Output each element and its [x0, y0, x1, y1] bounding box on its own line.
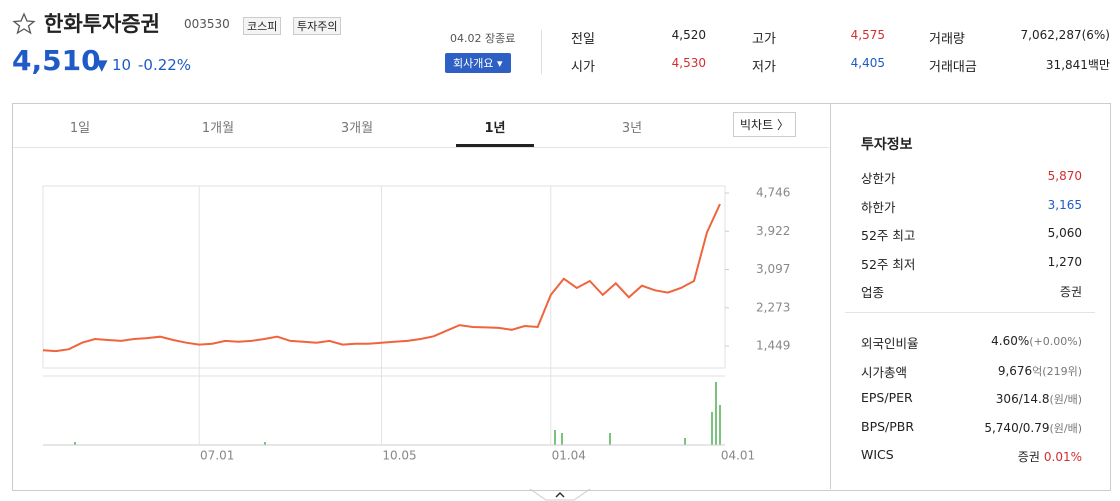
divider	[541, 30, 542, 74]
value: 4.60%	[991, 334, 1030, 348]
note: (원/배)	[1049, 393, 1082, 406]
tab-divider	[13, 147, 829, 148]
quote-value: 31,841백만	[1045, 58, 1110, 72]
info-value: 1,270	[1047, 254, 1082, 269]
company-button[interactable]: 회사개요 ▾	[445, 53, 511, 73]
badge: 코스피	[243, 17, 282, 35]
quote-label: 전일	[571, 32, 595, 47]
info-label: 하한가	[861, 199, 896, 215]
stock-name: 한화투자증권	[44, 12, 160, 36]
change: 10	[112, 56, 132, 74]
note: (원/배)	[1049, 421, 1082, 435]
quote-value: 4,530	[671, 56, 706, 70]
value: 5,740/0.79	[984, 420, 1050, 435]
info-divider	[845, 312, 1095, 313]
x-tick-label: 04.01	[721, 449, 755, 463]
change-arrow: ▼	[96, 56, 108, 74]
info-value: 증권 0.01%	[1018, 448, 1082, 465]
info-label: 상한가	[861, 171, 896, 186]
volume-bars	[74, 382, 721, 445]
y-tick-label: 4,746	[756, 186, 790, 200]
info-value: 5,740/0.79(원/배)	[984, 420, 1082, 436]
value: 9,676	[997, 363, 1033, 378]
quote-value: 4,520	[671, 28, 706, 42]
quote-label: 시가	[571, 60, 595, 75]
tab[interactable]: 3개월	[340, 121, 374, 136]
info-label: 외국인비율	[861, 336, 919, 351]
price-line	[42, 203, 721, 353]
info-value: 4.60%(+0.00%)	[991, 334, 1082, 348]
value: 306/14.8	[995, 392, 1050, 406]
note: 억(219위)	[1032, 364, 1082, 378]
info-value: 증권	[1059, 285, 1082, 299]
badge: 투자주의	[293, 17, 342, 35]
info-label: WICS	[861, 447, 894, 462]
info-label: EPS/PER	[861, 390, 913, 405]
quote-value: 7,062,287(6%)	[1020, 28, 1110, 42]
price: 4,510	[12, 44, 101, 77]
collapse-tab[interactable]	[530, 488, 590, 501]
quote-label: 거래대금	[929, 60, 977, 75]
favorite-star[interactable]	[12, 12, 36, 36]
info-value: 5,060	[1047, 226, 1082, 240]
info-label: 52주 최고	[861, 228, 916, 243]
info-label: 52주 최저	[861, 256, 916, 272]
info-title: 투자정보	[861, 137, 913, 153]
tab[interactable]: 1년	[484, 121, 506, 136]
info-label: 시가총액	[861, 364, 908, 380]
quote-value: 4,575	[850, 28, 885, 42]
value: 증권	[1017, 450, 1040, 464]
tab-underline	[456, 144, 534, 147]
quote-label: 거래량	[929, 32, 965, 47]
info-value: 9,676억(219위)	[998, 363, 1082, 379]
info-value: 306/14.8(원/배)	[996, 391, 1082, 407]
big-chart-button[interactable]: 빅차트 〉	[733, 112, 796, 137]
y-tick-label: 2,273	[756, 300, 790, 314]
chart: 4,746 3,922 3,097 2,273 1,449 07.01 10.05 01.04…	[42, 185, 790, 463]
tab[interactable]: 3년	[621, 121, 643, 136]
x-tick-label: 07.01	[200, 449, 234, 463]
x-tick-label: 01.04	[552, 449, 586, 463]
info-label: 업종	[861, 285, 885, 300]
info-value: 3,165	[1047, 197, 1082, 212]
change-pct: -0.22%	[138, 56, 192, 74]
note: 0.01%	[1043, 450, 1082, 464]
quote-value: 4,405	[850, 56, 885, 70]
y-tick-label: 3,097	[756, 262, 790, 276]
plot-border	[42, 185, 726, 369]
status: 04.02 장종료	[450, 32, 516, 45]
panel-divider	[830, 104, 831, 489]
stock-code: 003530	[184, 17, 230, 31]
info-label: BPS/PBR	[861, 418, 915, 434]
x-tick-label: 10.05	[382, 449, 416, 463]
quote-label: 저가	[752, 60, 776, 75]
tab[interactable]: 1일	[69, 121, 91, 136]
y-tick-label: 3,922	[756, 224, 790, 238]
quote-label: 고가	[752, 32, 776, 47]
button-label: 회사개요	[453, 57, 494, 70]
note: (+0.00%)	[1029, 335, 1082, 348]
tab[interactable]: 1개월	[201, 121, 235, 136]
chart-box	[12, 103, 1111, 491]
info-value: 5,870	[1047, 169, 1082, 183]
button-label: 빅차트	[740, 118, 774, 132]
y-tick-label: 1,449	[756, 339, 790, 353]
